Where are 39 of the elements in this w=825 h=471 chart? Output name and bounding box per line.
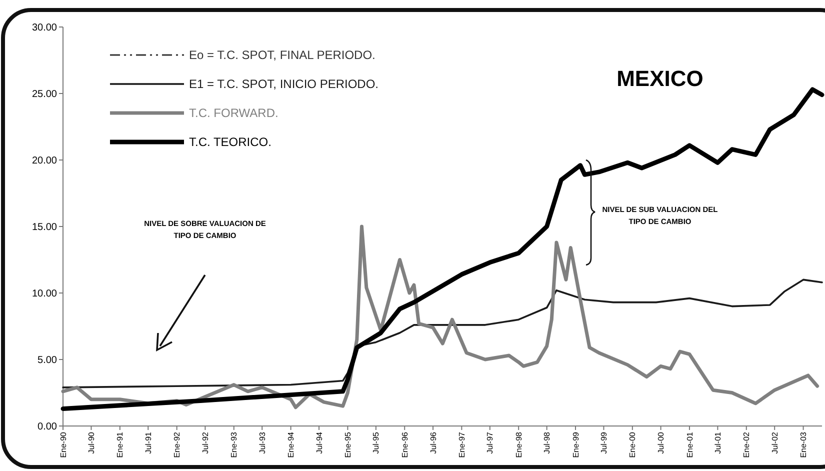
x-tick-label: Ene-92 — [172, 431, 182, 458]
x-tick-label: Ene-99 — [571, 431, 580, 458]
x-tick-label: Jul-92 — [200, 431, 210, 454]
x-tick-label: Jul-97 — [486, 431, 495, 454]
y-tick-label: 30.00 — [32, 22, 58, 34]
y-tick-label: 15.00 — [32, 222, 58, 233]
text: T.C. TEORICO. — [189, 135, 272, 150]
text: E1 = T.C. SPOT, INICIO PERIODO. — [189, 77, 378, 92]
x-tick-label: Jul-96 — [428, 431, 438, 454]
legend-label: Eo = T.C. SPOT, FINAL PERIODO. — [189, 48, 376, 62]
x-tick-label: Ene-91 — [116, 431, 125, 458]
x-tick-label: Ene-90 — [58, 431, 68, 458]
x-tick-label: Jul-98 — [542, 431, 552, 454]
x-tick-label: Jul-02 — [770, 431, 780, 454]
x-tick-label: Ene-98 — [514, 431, 524, 458]
x-tick-label: Ene-94 — [286, 431, 296, 458]
y-tick-label: 25.00 — [32, 89, 58, 100]
x-tick-label: Ene-02 — [742, 431, 752, 458]
y-tick-label: 0.00 — [38, 422, 58, 432]
x-tick-label: Ene-00 — [628, 431, 638, 458]
x-tick-label: Ene-95 — [344, 431, 353, 458]
y-tick-label: 10.00 — [32, 288, 58, 300]
x-tick-label: Jul-00 — [656, 431, 666, 454]
x-tick-label: Ene-93 — [230, 431, 239, 458]
y-tick-label: 5.00 — [38, 355, 58, 366]
x-tick-label: Ene-97 — [457, 431, 466, 458]
x-tick-label: Jul-93 — [258, 431, 267, 454]
x-tick-label: Jul-94 — [314, 431, 324, 454]
x-tick-label: Ene-03 — [799, 431, 808, 458]
text: MEXICO — [616, 66, 704, 91]
y-tick-label: 20.00 — [32, 156, 58, 166]
x-tick-label: Jul-90 — [87, 431, 96, 454]
x-tick-label: Jul-01 — [713, 431, 722, 454]
text: T.C. FORWARD. — [189, 106, 278, 120]
x-tick-label: Jul-91 — [144, 431, 153, 454]
x-tick-label: Ene-01 — [685, 431, 694, 458]
x-tick-label: Ene-96 — [400, 431, 410, 458]
x-tick-label: Jul-99 — [600, 431, 609, 454]
x-tick-label: Jul-95 — [372, 431, 381, 454]
